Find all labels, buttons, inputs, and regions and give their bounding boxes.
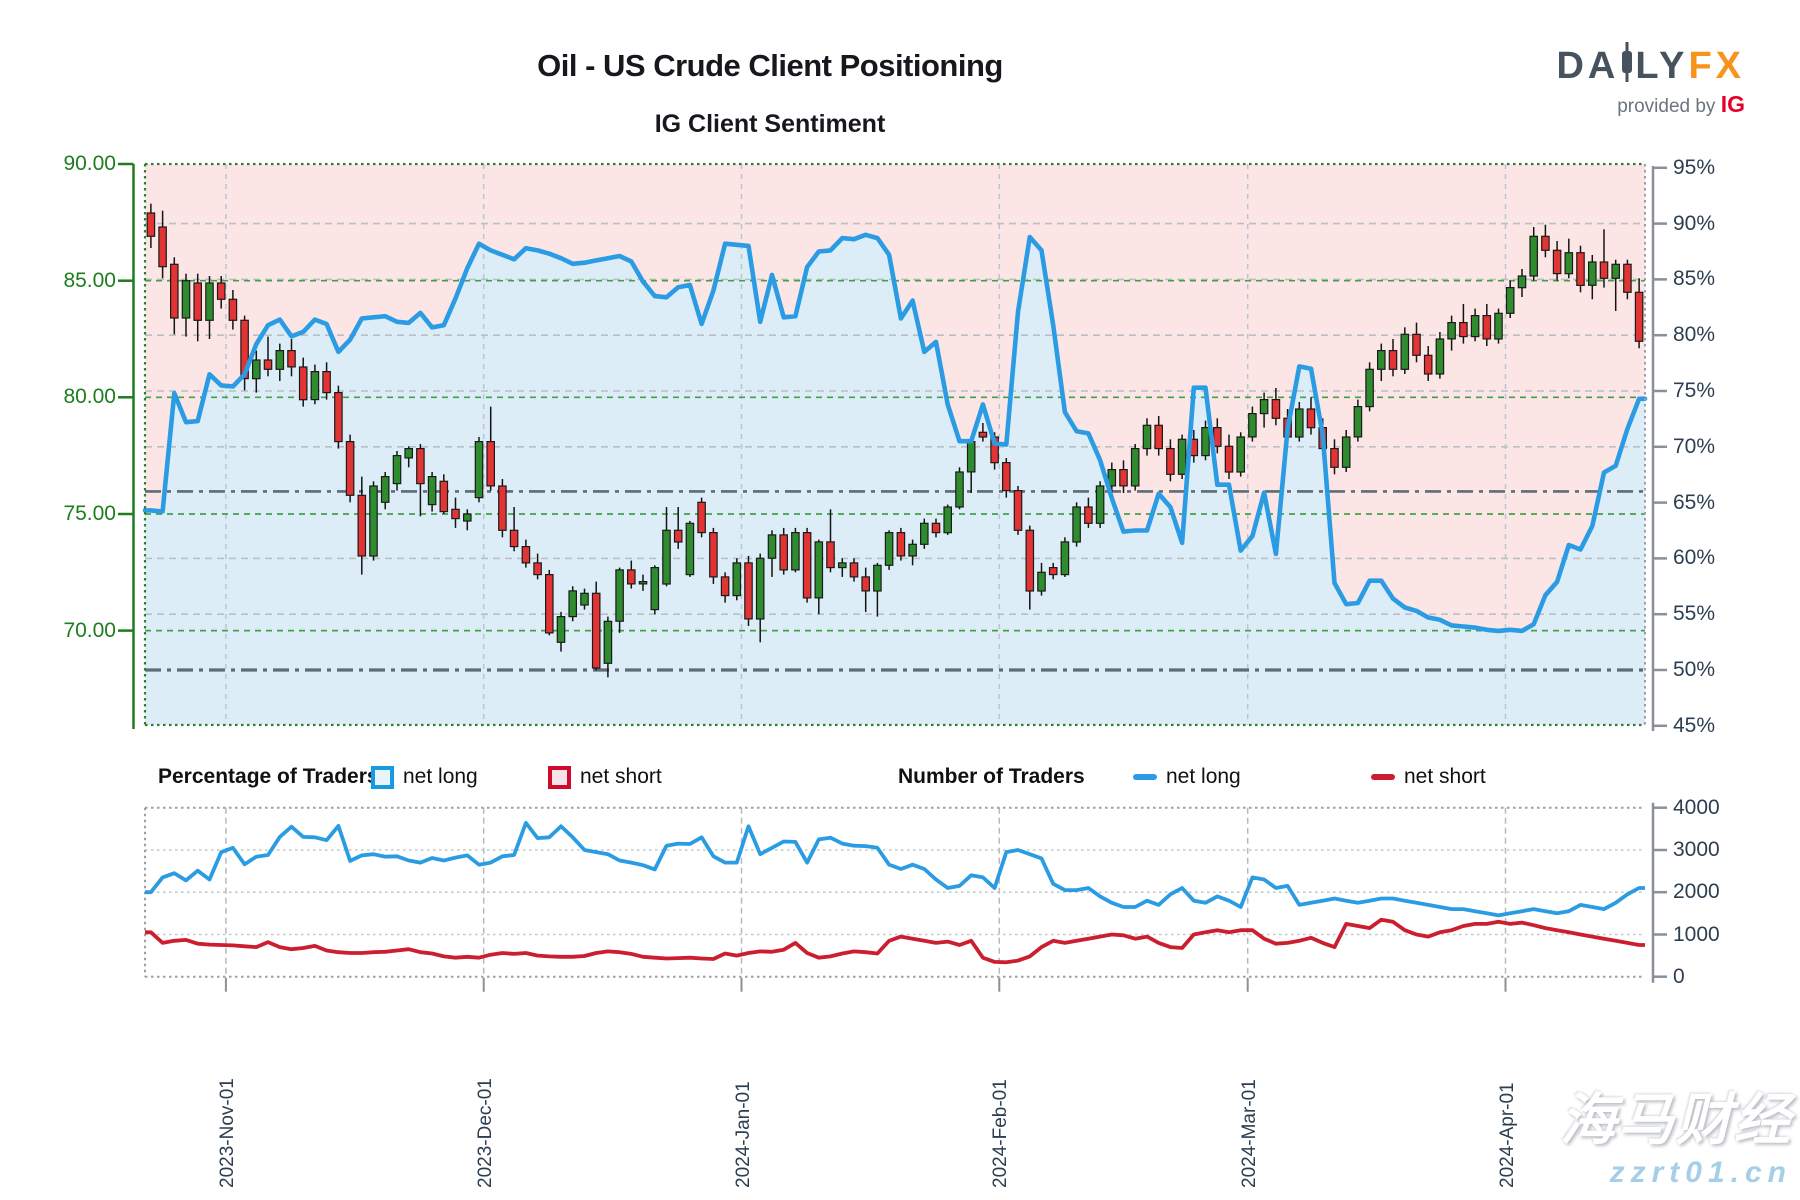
watermark-url: zzrt01.cn [1609,1156,1792,1189]
sentiment-tick-label: 45% [1673,713,1716,737]
price-tick-label: 75.00 [63,502,116,525]
net-long-pct-line [142,232,1648,634]
legend-percentage-title: Percentage of Traders [158,765,379,788]
sentiment-tick-label: 65% [1673,490,1716,514]
legend-pct-net-short[interactable]: net short [548,763,662,791]
traders-gridlines [145,849,1645,936]
net-long-swatch-icon [371,765,394,789]
legend-group-percentage: Percentage of Traders [158,763,379,791]
date-tick-label: 2024-Mar-01 [1238,1079,1260,1188]
traders-tick-label: 0 [1673,964,1685,988]
date-tick-label: 2024-Feb-01 [990,1079,1012,1188]
price-tick-label: 70.00 [63,618,116,642]
sentiment-threshold-lines [145,490,1645,672]
sentiment-tick-label: 75% [1673,379,1716,402]
traders-tick-label: 4000 [1673,795,1720,819]
logo-part-da: DA [1556,45,1620,87]
watermark-brand: 海马财经 [1560,1088,1792,1151]
net-long-line-icon [1133,774,1157,780]
chart-title: IG Client Sentiment [654,110,886,138]
traders-net-short-line [145,917,1645,965]
sentiment-tick-label: 80% [1673,323,1716,347]
legend-pct-net-long[interactable]: net long [371,763,478,791]
logo-tagline: provided by IG [1556,91,1745,118]
main-plot-border [143,162,1646,727]
sentiment-tick-label: 85% [1673,267,1716,291]
traders-tick-label: 2000 [1673,880,1720,904]
legend-num-net-short[interactable]: net short [1371,763,1486,791]
date-tick-label: 2024-Jan-01 [732,1081,754,1188]
price-tick-label: 80.00 [63,385,116,409]
legend-num-net-short-label: net short [1404,765,1486,788]
logo-part-fx: FX [1688,45,1745,87]
date-tick-label: 2023-Nov-01 [216,1078,238,1188]
price-tick-label: 90.00 [63,152,116,175]
net-short-line-icon [1371,774,1395,780]
ig-brand: IG [1720,91,1745,117]
net-short-swatch-icon [548,765,571,789]
date-tick-label: 2024-Apr-01 [1496,1082,1518,1188]
dailyfx-logo-text: DA LYFX [1556,42,1745,85]
sentiment-tick-label: 55% [1673,602,1716,626]
legend-pct-net-long-label: net long [403,765,478,788]
price-tick-label: 85.00 [63,268,116,292]
watermark: 海马财经 zzrt01.cn [1560,1075,1792,1190]
provided-by-text: provided by [1617,96,1716,117]
price-candles [146,203,1644,678]
legend-num-net-long-label: net long [1166,765,1241,788]
legend-pct-net-short-label: net short [580,765,662,788]
legend-num-net-long[interactable]: net long [1133,763,1241,791]
legend-group-number: Number of Traders [898,763,1085,791]
traders-tick-label: 3000 [1673,838,1720,861]
page-title: Oil - US Crude Client Positioning [537,48,1003,83]
sentiment-tick-label: 70% [1673,434,1716,458]
traders-net-long-line [145,821,1645,918]
traders-tick-label: 1000 [1673,922,1720,946]
traders-axis-spine [224,802,1667,992]
date-tick-label: 2023-Dec-01 [474,1078,496,1188]
sentiment-tick-label: 50% [1673,658,1716,681]
legend-number-title: Number of Traders [898,765,1085,788]
price-axis-spine [118,162,135,729]
net-long-area [145,234,1645,726]
sentiment-tick-label: 60% [1673,546,1716,570]
sentiment-tick-label: 90% [1673,211,1716,235]
candlestick-icon [1622,42,1633,82]
dailyfx-logo: DA LYFX provided by IG [1556,42,1745,118]
sentiment-tick-label: 95% [1673,155,1716,179]
sentiment-axis-spine [1651,166,1667,731]
logo-part-ly: LY [1635,45,1689,87]
